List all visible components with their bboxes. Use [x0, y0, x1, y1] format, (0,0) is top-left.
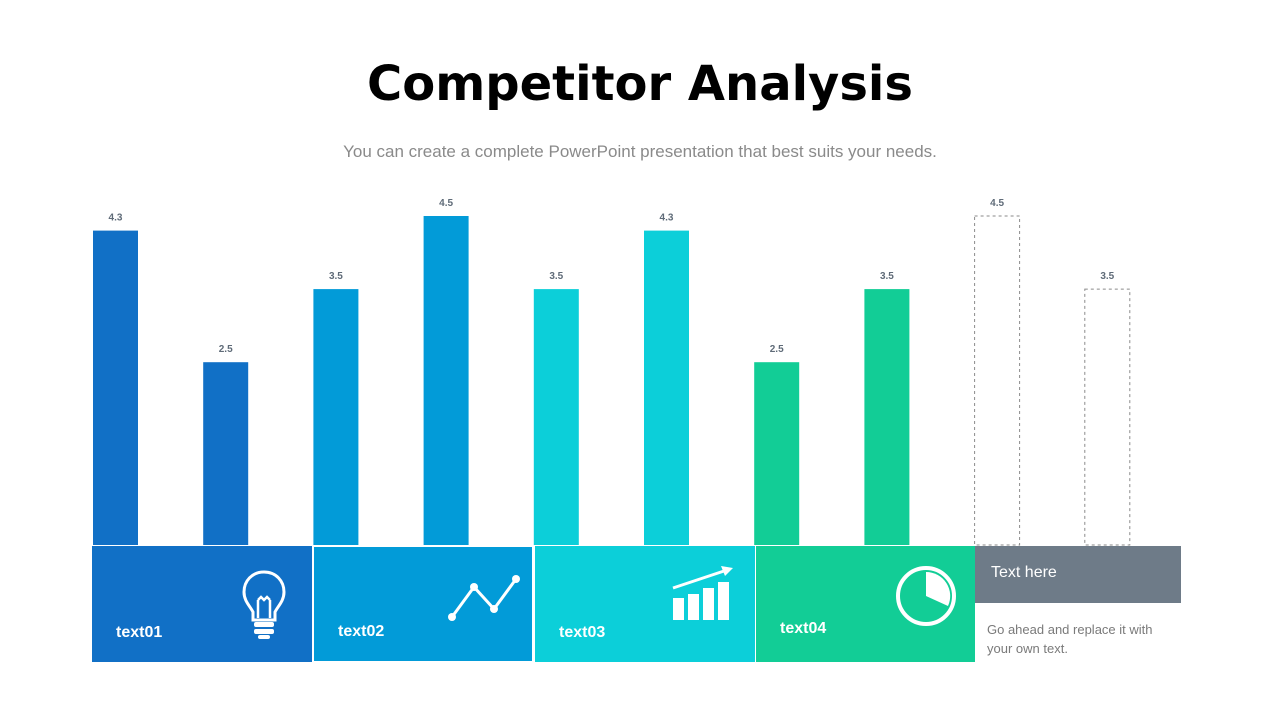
bar-value-label-4: 4.5	[439, 198, 453, 209]
pie-chart-icon	[896, 566, 956, 626]
bar-chart-growth-icon	[672, 566, 733, 620]
category-panel-4: text04	[756, 546, 975, 662]
bar-value-label-9: 4.5	[990, 198, 1004, 209]
bar-5	[533, 289, 579, 545]
bar-value-label-1: 4.3	[109, 213, 123, 224]
page-subtitle: You can create a complete PowerPoint pre…	[343, 142, 937, 161]
text-here-box: Text here	[975, 546, 1181, 603]
bar-9	[974, 215, 1021, 546]
bar-value-label-7: 2.5	[770, 344, 784, 355]
bar-8	[864, 289, 910, 545]
category-panel-2: text02	[313, 546, 533, 662]
category-panel-3: text03	[535, 546, 755, 662]
bar-value-label-2: 2.5	[219, 344, 233, 355]
panel-label-4: text04	[780, 620, 827, 637]
bar-value-label-6: 4.3	[660, 213, 674, 224]
page-title: Competitor Analysis	[367, 56, 913, 112]
bar-3	[313, 289, 359, 545]
panel-label-1: text01	[116, 624, 163, 641]
panel-label-3: text03	[559, 624, 606, 641]
line-chart-icon	[448, 575, 520, 621]
panel-label-2: text02	[338, 623, 385, 640]
bar-10	[1084, 288, 1131, 546]
bar-1	[93, 230, 138, 545]
replace-note: Go ahead and replace it with your own te…	[987, 622, 1153, 656]
bar-value-label-3: 3.5	[329, 271, 343, 282]
bar-2	[203, 362, 249, 545]
bar-value-label-5: 3.5	[549, 271, 563, 282]
bar-value-label-10: 3.5	[1100, 271, 1114, 282]
bar-7	[754, 362, 800, 545]
category-panel-1: text01	[92, 546, 312, 662]
bar-4	[423, 216, 469, 545]
bar-value-label-8: 3.5	[880, 271, 894, 282]
text-here-label: Text here	[991, 564, 1057, 581]
lightbulb-icon	[242, 570, 286, 639]
bar-6	[644, 230, 689, 545]
